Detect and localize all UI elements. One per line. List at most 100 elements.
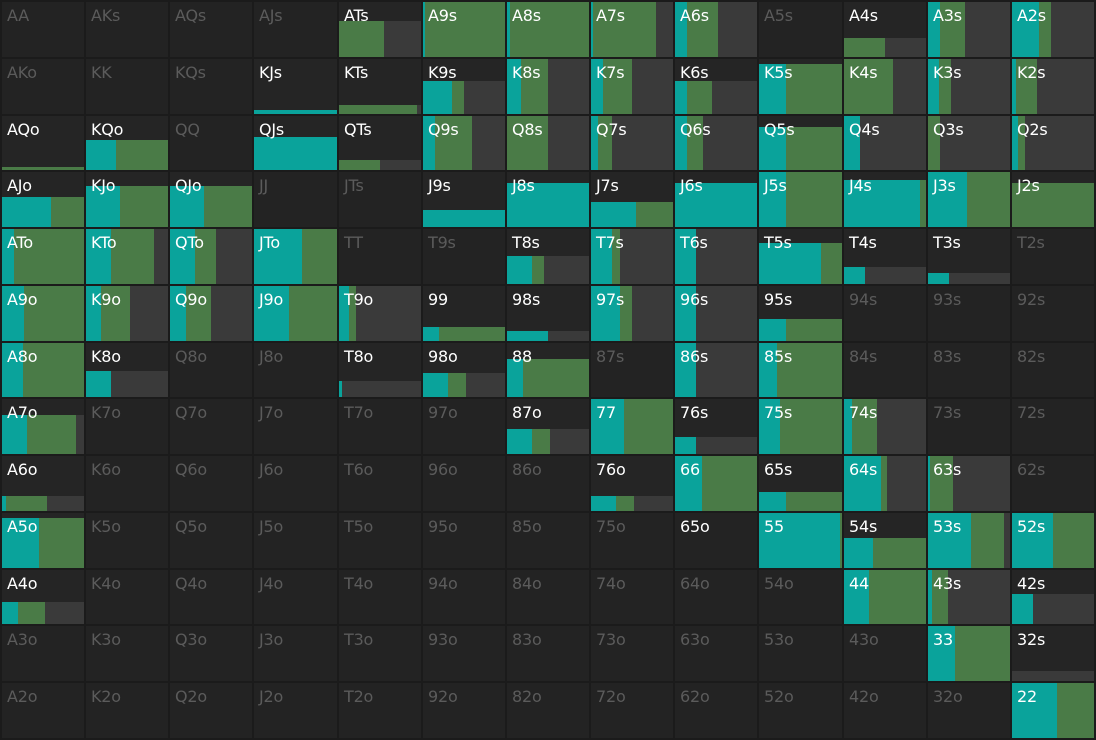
hand-cell[interactable]: 76s — [675, 399, 757, 454]
hand-cell[interactable]: Q3s — [928, 116, 1010, 170]
hand-cell[interactable]: 84o — [507, 570, 589, 624]
hand-cell[interactable]: ATs — [339, 2, 421, 57]
hand-cell[interactable]: A3s — [928, 2, 1010, 57]
hand-cell[interactable]: Q7o — [170, 399, 252, 454]
hand-cell[interactable]: 86s — [675, 343, 757, 397]
hand-cell[interactable]: K2s — [1012, 59, 1094, 114]
hand-cell[interactable]: AQo — [2, 116, 84, 170]
hand-cell[interactable]: KK — [86, 59, 168, 114]
hand-cell[interactable]: 66 — [675, 456, 757, 511]
hand-cell[interactable]: JTo — [254, 229, 337, 284]
hand-cell[interactable]: 55 — [759, 513, 842, 568]
hand-cell[interactable]: 72s — [1012, 399, 1094, 454]
hand-cell[interactable]: T6s — [675, 229, 757, 284]
hand-cell[interactable]: T4s — [844, 229, 926, 284]
hand-cell[interactable]: 85o — [507, 513, 589, 568]
hand-cell[interactable]: K4o — [86, 570, 168, 624]
hand-cell[interactable]: Q9o — [170, 286, 252, 341]
hand-cell[interactable]: Q2s — [1012, 116, 1094, 170]
hand-cell[interactable]: 22 — [1012, 683, 1094, 738]
hand-cell[interactable]: 63o — [675, 626, 757, 681]
hand-cell[interactable]: QQ — [170, 116, 252, 170]
hand-cell[interactable]: 44 — [844, 570, 926, 624]
hand-cell[interactable]: 92o — [423, 683, 505, 738]
hand-cell[interactable]: KTs — [339, 59, 421, 114]
hand-cell[interactable]: A9o — [2, 286, 84, 341]
hand-cell[interactable]: 62o — [675, 683, 757, 738]
hand-cell[interactable]: A5o — [2, 513, 84, 568]
hand-cell[interactable]: J4o — [254, 570, 337, 624]
hand-cell[interactable]: K7s — [591, 59, 673, 114]
hand-cell[interactable]: J2o — [254, 683, 337, 738]
hand-cell[interactable]: K6s — [675, 59, 757, 114]
hand-cell[interactable]: QTo — [170, 229, 252, 284]
hand-cell[interactable]: T7o — [339, 399, 421, 454]
hand-cell[interactable]: K6o — [86, 456, 168, 511]
hand-cell[interactable]: 94o — [423, 570, 505, 624]
hand-cell[interactable]: 74s — [844, 399, 926, 454]
hand-cell[interactable]: Q5o — [170, 513, 252, 568]
hand-cell[interactable]: Q5s — [759, 116, 842, 170]
hand-cell[interactable]: K5o — [86, 513, 168, 568]
hand-cell[interactable]: AKo — [2, 59, 84, 114]
hand-cell[interactable]: 95s — [759, 286, 842, 341]
hand-cell[interactable]: 97o — [423, 399, 505, 454]
hand-cell[interactable]: 83s — [928, 343, 1010, 397]
hand-cell[interactable]: 96o — [423, 456, 505, 511]
hand-cell[interactable]: 33 — [928, 626, 1010, 681]
hand-cell[interactable]: 64s — [844, 456, 926, 511]
hand-cell[interactable]: J6o — [254, 456, 337, 511]
hand-cell[interactable]: KQs — [170, 59, 252, 114]
hand-cell[interactable]: T5s — [759, 229, 842, 284]
hand-cell[interactable]: Q3o — [170, 626, 252, 681]
hand-cell[interactable]: 87o — [507, 399, 589, 454]
hand-cell[interactable]: K3o — [86, 626, 168, 681]
hand-cell[interactable]: TT — [339, 229, 421, 284]
hand-cell[interactable]: AQs — [170, 2, 252, 57]
hand-cell[interactable]: 83o — [507, 626, 589, 681]
hand-cell[interactable]: A8o — [2, 343, 84, 397]
hand-cell[interactable]: 73s — [928, 399, 1010, 454]
hand-cell[interactable]: J9s — [423, 172, 505, 227]
hand-cell[interactable]: K4s — [844, 59, 926, 114]
hand-cell[interactable]: K3s — [928, 59, 1010, 114]
hand-cell[interactable]: KJs — [254, 59, 337, 114]
hand-cell[interactable]: 32o — [928, 683, 1010, 738]
hand-cell[interactable]: A7s — [591, 2, 673, 57]
hand-cell[interactable]: 88 — [507, 343, 589, 397]
hand-cell[interactable]: 65s — [759, 456, 842, 511]
hand-cell[interactable]: 54s — [844, 513, 926, 568]
hand-cell[interactable]: T9o — [339, 286, 421, 341]
hand-cell[interactable]: A7o — [2, 399, 84, 454]
hand-cell[interactable]: T3s — [928, 229, 1010, 284]
hand-cell[interactable]: JTs — [339, 172, 421, 227]
hand-cell[interactable]: Q4s — [844, 116, 926, 170]
hand-cell[interactable]: Q2o — [170, 683, 252, 738]
hand-cell[interactable]: 86o — [507, 456, 589, 511]
hand-cell[interactable]: 98o — [423, 343, 505, 397]
hand-cell[interactable]: K8s — [507, 59, 589, 114]
hand-cell[interactable]: 92s — [1012, 286, 1094, 341]
hand-cell[interactable]: T6o — [339, 456, 421, 511]
hand-cell[interactable]: 64o — [675, 570, 757, 624]
hand-cell[interactable]: Q8o — [170, 343, 252, 397]
hand-cell[interactable]: A2s — [1012, 2, 1094, 57]
hand-cell[interactable]: 82o — [507, 683, 589, 738]
hand-cell[interactable]: 97s — [591, 286, 673, 341]
hand-cell[interactable]: 74o — [591, 570, 673, 624]
hand-cell[interactable]: 87s — [591, 343, 673, 397]
hand-cell[interactable]: 77 — [591, 399, 673, 454]
hand-cell[interactable]: J3o — [254, 626, 337, 681]
hand-cell[interactable]: J6s — [675, 172, 757, 227]
hand-cell[interactable]: A8s — [507, 2, 589, 57]
hand-cell[interactable]: T8s — [507, 229, 589, 284]
hand-cell[interactable]: 43o — [844, 626, 926, 681]
hand-cell[interactable]: T2s — [1012, 229, 1094, 284]
hand-cell[interactable]: QJs — [254, 116, 337, 170]
hand-cell[interactable]: Q8s — [507, 116, 589, 170]
hand-cell[interactable]: Q6s — [675, 116, 757, 170]
hand-cell[interactable]: AA — [2, 2, 84, 57]
hand-cell[interactable]: A4o — [2, 570, 84, 624]
hand-cell[interactable]: 99 — [423, 286, 505, 341]
hand-cell[interactable]: 54o — [759, 570, 842, 624]
